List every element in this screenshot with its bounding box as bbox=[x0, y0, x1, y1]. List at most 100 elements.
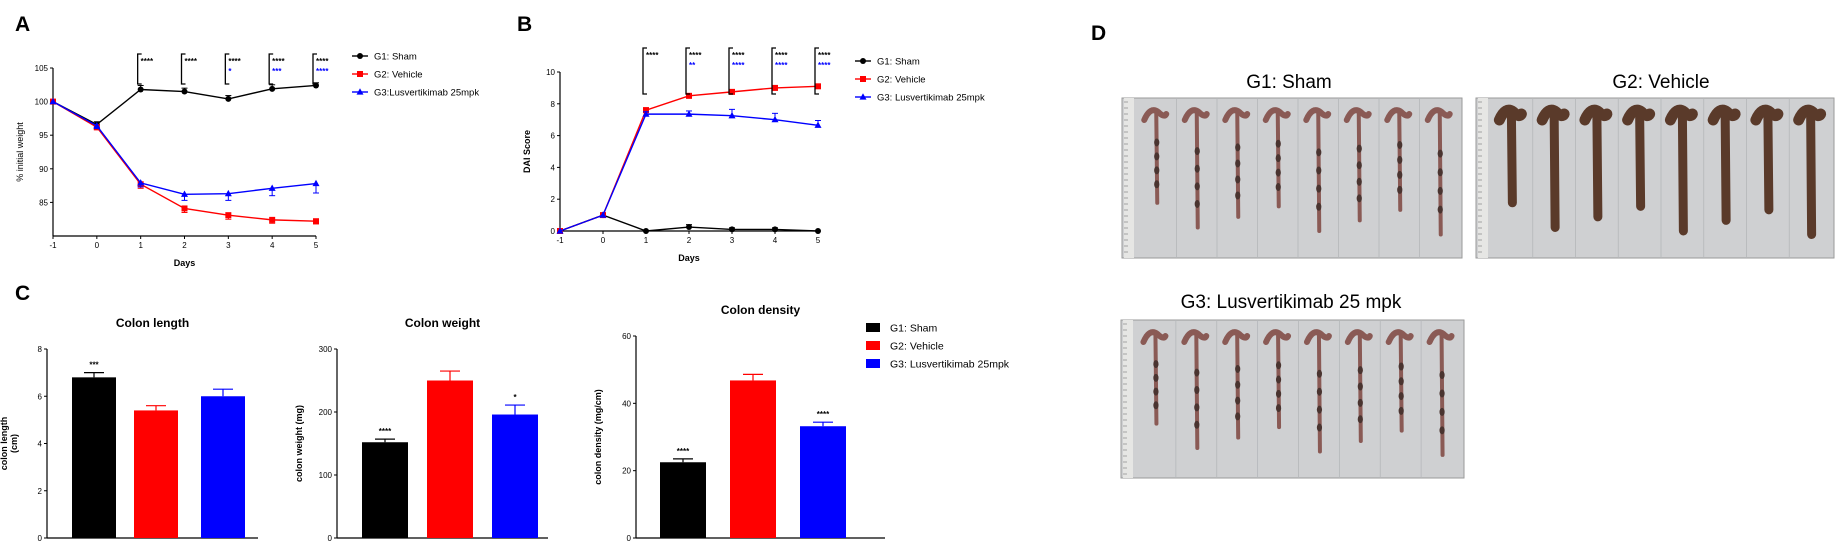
significance-stars: **** bbox=[818, 61, 831, 70]
legend-label: G1: Sham bbox=[877, 57, 920, 68]
sham-colon-pellet bbox=[1194, 199, 1200, 208]
data-point bbox=[771, 115, 779, 123]
legend-label: G2: Vehicle bbox=[374, 70, 423, 81]
data-point bbox=[643, 228, 649, 234]
sham-colon-pellet bbox=[1235, 159, 1241, 168]
y-tick-label: 0 bbox=[328, 534, 333, 543]
data-point bbox=[181, 205, 188, 212]
chart-title: Colon length bbox=[116, 316, 189, 330]
lus-colon-pellet bbox=[1235, 380, 1241, 389]
lus-colon-pellet bbox=[1439, 426, 1445, 435]
data-point bbox=[729, 226, 735, 233]
x-tick-label: 0 bbox=[95, 241, 100, 250]
lus-colon-pellet bbox=[1194, 368, 1200, 377]
significance-stars: **** bbox=[316, 67, 329, 76]
sham-colon-pellet bbox=[1275, 168, 1281, 177]
legend-label: G3:Lusvertikimab 25mpk bbox=[374, 88, 479, 99]
bar-2 bbox=[427, 380, 473, 538]
vehicle-colon-segment bbox=[1763, 107, 1774, 215]
lus-colon-pellet bbox=[1357, 366, 1363, 375]
x-tick-label: 5 bbox=[314, 241, 319, 250]
y-axis-title: colon density (mg/cm) bbox=[593, 389, 603, 485]
significance-stars: **** bbox=[775, 51, 788, 60]
x-tick-label: -1 bbox=[49, 241, 57, 250]
sham-colon-pellet bbox=[1316, 202, 1322, 211]
y-tick-label: 100 bbox=[35, 98, 49, 107]
significance-stars: **** bbox=[677, 447, 690, 456]
y-axis-title: colon length bbox=[0, 417, 9, 471]
data-point bbox=[224, 189, 232, 197]
sham-colon-pellet bbox=[1316, 166, 1322, 175]
y-tick-label: 0 bbox=[627, 534, 632, 543]
x-tick-label: 2 bbox=[687, 236, 692, 245]
y-tick-label: 40 bbox=[622, 399, 631, 408]
bar-3 bbox=[201, 396, 245, 538]
significance-stars: **** bbox=[379, 427, 392, 436]
vehicle-background bbox=[1475, 97, 1835, 259]
data-point bbox=[93, 121, 101, 129]
bar-2 bbox=[134, 410, 178, 538]
lus-colon-pellet bbox=[1316, 405, 1323, 414]
significance-stars: **** bbox=[732, 51, 745, 60]
sham-colon-pellet bbox=[1275, 139, 1281, 148]
lus-colon-pellet bbox=[1275, 389, 1282, 398]
sham-colon-pellet bbox=[1235, 143, 1241, 152]
significance-stars: * bbox=[513, 393, 517, 402]
sham-colon-pellet bbox=[1437, 149, 1443, 158]
data-point bbox=[643, 107, 649, 114]
photo-sham bbox=[1121, 97, 1463, 259]
significance-stars: **** bbox=[817, 410, 830, 419]
sham-background bbox=[1121, 97, 1463, 259]
y-axis-title: colon weight (mg) bbox=[294, 405, 304, 482]
legend-swatch bbox=[866, 341, 880, 350]
y-tick-label: 20 bbox=[622, 467, 631, 476]
lus-colon-cecum bbox=[1385, 329, 1414, 345]
sham-colon-pellet bbox=[1154, 166, 1160, 175]
y-tick-label: 4 bbox=[551, 163, 556, 172]
sham-colon-pellet bbox=[1437, 205, 1443, 214]
lus-colon-pellet bbox=[1153, 401, 1159, 410]
legend-marker bbox=[357, 53, 363, 59]
data-point bbox=[312, 179, 320, 187]
significance-bracket bbox=[180, 53, 186, 85]
legend-marker bbox=[357, 71, 363, 77]
significance-bracket bbox=[814, 47, 819, 95]
lus-colon-cecum bbox=[1140, 329, 1169, 345]
lus-colon-pellet bbox=[1153, 387, 1159, 396]
y-axis-title: (cm) bbox=[9, 434, 19, 453]
x-tick-label: 0 bbox=[601, 236, 606, 245]
photo-title-lusvertikimab: G3: Lusvertikimab 25 mpk bbox=[1181, 292, 1402, 313]
chart-c-colon-length: 0 2 4 6 8 Colon length colon length (cm) *** bbox=[0, 316, 258, 543]
significance-stars: **** bbox=[185, 57, 198, 66]
vehicle-ruler bbox=[1478, 98, 1488, 258]
sham-colon-pellet bbox=[1397, 170, 1403, 179]
data-point bbox=[269, 85, 276, 92]
significance-bracket bbox=[685, 47, 690, 95]
y-tick-label: 200 bbox=[319, 408, 333, 417]
sham-colon-pellet bbox=[1437, 168, 1443, 177]
photo-lusvertikimab bbox=[1120, 319, 1465, 479]
y-tick-label: 8 bbox=[38, 345, 43, 354]
data-point bbox=[225, 95, 232, 102]
data-point bbox=[772, 84, 778, 91]
lus-colon-pellet bbox=[1398, 406, 1404, 415]
panel-b-letter: B bbox=[517, 13, 532, 36]
sham-colon-pellet bbox=[1154, 152, 1160, 161]
significance-stars: **** bbox=[818, 51, 831, 60]
significance-bracket bbox=[137, 53, 142, 85]
significance-stars: **** bbox=[272, 57, 285, 66]
sham-colon-pellet bbox=[1194, 164, 1200, 173]
lus-ruler bbox=[1123, 320, 1133, 478]
data-point bbox=[313, 218, 319, 225]
panel-d-colon-photos: G1: Sham G2: Vehicle G3: Lusvertikimab 2… bbox=[1120, 72, 1835, 479]
lus-colon-pellet bbox=[1235, 396, 1241, 405]
photo-title-vehicle: G2: Vehicle bbox=[1612, 72, 1709, 93]
lus-colon-pellet bbox=[1235, 364, 1241, 373]
sham-colon-pellet bbox=[1154, 138, 1160, 147]
sham-colon-pellet bbox=[1235, 175, 1241, 184]
significance-stars: **** bbox=[775, 61, 788, 70]
lus-colon-pellet bbox=[1439, 371, 1445, 380]
vehicle-colon-segment bbox=[1806, 107, 1817, 239]
y-axis-title: DAI Score bbox=[522, 130, 532, 173]
